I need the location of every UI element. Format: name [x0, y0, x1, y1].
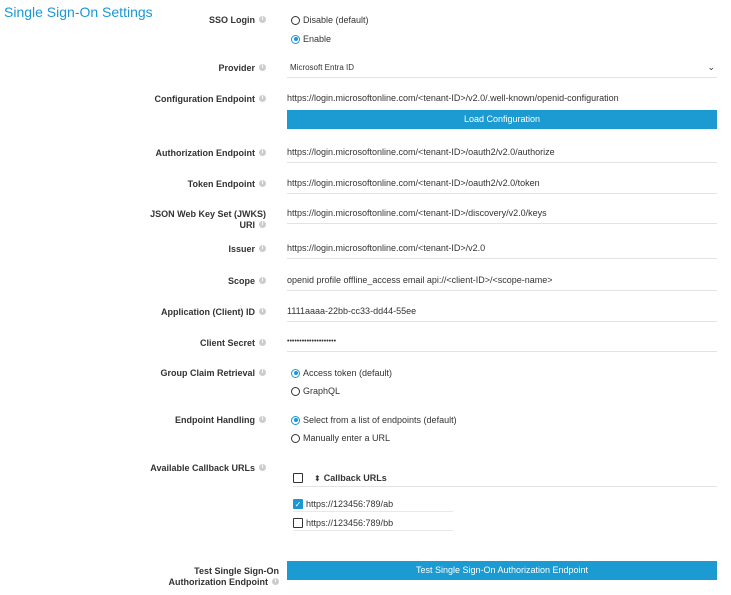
info-icon[interactable]: i: [259, 64, 266, 71]
info-icon[interactable]: i: [259, 180, 266, 187]
radio-sso-disable[interactable]: Disable (default): [291, 15, 369, 25]
radio-access-token[interactable]: Access token (default): [291, 368, 392, 378]
callback-urls-label: Available Callback URLs i: [150, 463, 266, 474]
token-endpoint-label: Token Endpoint i: [188, 179, 266, 190]
radio-sso-enable[interactable]: Enable: [291, 34, 331, 44]
scope-input[interactable]: openid profile offline_access email api:…: [287, 273, 717, 291]
callback-url: https://123456:789/ab: [306, 498, 394, 509]
provider-value: Microsoft Entra ID: [290, 63, 355, 72]
checkbox-checked[interactable]: ✓: [293, 498, 303, 509]
column-header[interactable]: Callback URLs: [323, 473, 387, 483]
test-sso-button[interactable]: Test Single Sign-On Authorization Endpoi…: [287, 561, 717, 580]
info-icon[interactable]: i: [259, 16, 266, 23]
callback-row[interactable]: ✓ https://123456:789/ab: [293, 496, 453, 512]
endpoint-handling-label: Endpoint Handling i: [175, 415, 266, 426]
radio-label: Access token (default): [303, 368, 393, 378]
auth-endpoint-input[interactable]: https://login.microsoftonline.com/<tenan…: [287, 145, 717, 163]
info-icon[interactable]: i: [259, 339, 266, 346]
config-endpoint-input[interactable]: https://login.microsoftonline.com/<tenan…: [287, 93, 619, 103]
info-icon[interactable]: i: [272, 578, 279, 585]
jwks-label: JSON Web Key Set (JWKS) URI i: [150, 209, 266, 230]
radio-label: Disable (default): [303, 15, 369, 25]
callback-url: https://123456:789/bb: [306, 517, 394, 528]
token-endpoint-input[interactable]: https://login.microsoftonline.com/<tenan…: [287, 176, 717, 194]
info-icon[interactable]: i: [259, 95, 266, 102]
provider-select[interactable]: Microsoft Entra ID ⌄: [287, 60, 717, 78]
client-secret-label: Client Secret i: [200, 338, 266, 349]
radio-label: Manually enter a URL: [303, 433, 391, 443]
test-sso-label: Test Single Sign-On Authorization Endpoin…: [168, 566, 279, 587]
config-endpoint-label: Configuration Endpoint i: [155, 94, 266, 105]
callback-row[interactable]: https://123456:789/bb: [293, 515, 453, 531]
radio-label: GraphQL: [303, 386, 341, 396]
sso-login-label: SSO Login i: [209, 15, 266, 26]
info-icon[interactable]: i: [259, 245, 266, 252]
page-title: Single Sign-On Settings: [4, 4, 153, 20]
client-secret-input[interactable]: ••••••••••••••••••••: [287, 334, 717, 352]
select-all-checkbox[interactable]: [293, 473, 303, 483]
client-id-input[interactable]: 1111aaaa-22bb-cc33-dd44-55ee: [287, 304, 717, 322]
checkbox[interactable]: [293, 517, 303, 528]
issuer-label: Issuer i: [228, 244, 266, 255]
radio-manual-url[interactable]: Manually enter a URL: [291, 433, 390, 443]
client-id-label: Application (Client) ID i: [161, 307, 266, 318]
load-configuration-button[interactable]: Load Configuration: [287, 110, 717, 129]
info-icon[interactable]: i: [259, 369, 266, 376]
radio-select-list[interactable]: Select from a list of endpoints (default…: [291, 415, 457, 425]
issuer-input[interactable]: https://login.microsoftonline.com/<tenan…: [287, 241, 717, 259]
info-icon[interactable]: i: [259, 277, 266, 284]
callback-table-header: ⬍ Callback URLs: [293, 470, 717, 487]
radio-graphql[interactable]: GraphQL: [291, 386, 340, 396]
provider-label: Provider i: [218, 63, 266, 74]
jwks-input[interactable]: https://login.microsoftonline.com/<tenan…: [287, 206, 717, 224]
chevron-down-icon: ⌄: [707, 62, 715, 72]
group-claim-label: Group Claim Retrieval i: [160, 368, 266, 379]
info-icon[interactable]: i: [259, 221, 266, 228]
auth-endpoint-label: Authorization Endpoint i: [156, 148, 266, 159]
radio-label: Select from a list of endpoints (default…: [303, 415, 457, 425]
info-icon[interactable]: i: [259, 308, 266, 315]
sort-icon[interactable]: ⬍: [314, 473, 321, 483]
radio-label: Enable: [303, 34, 332, 44]
scope-label: Scope i: [228, 276, 266, 287]
info-icon[interactable]: i: [259, 416, 266, 423]
info-icon[interactable]: i: [259, 464, 266, 471]
info-icon[interactable]: i: [259, 149, 266, 156]
